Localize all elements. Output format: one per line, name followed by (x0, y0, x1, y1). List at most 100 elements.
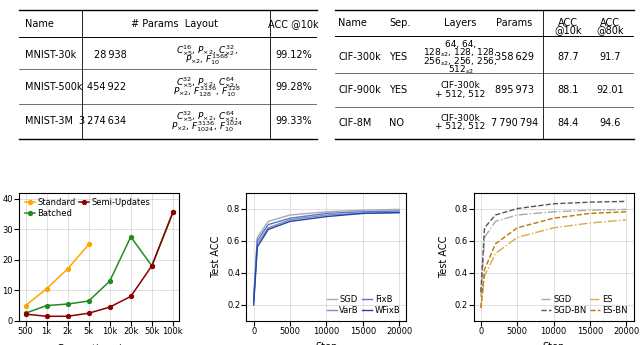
Standard (85, 243, 93, 247)
VarB (286, 218, 294, 222)
Text: NO: NO (389, 118, 404, 128)
FixB (253, 239, 261, 243)
Text: CIF-300k: CIF-300k (339, 52, 381, 62)
Text: ACC @10k: ACC @10k (268, 19, 319, 29)
Line: ES: ES (481, 220, 627, 308)
Text: 64, 64,: 64, 64, (445, 40, 476, 49)
VarB (264, 226, 272, 230)
Text: $P_{\times 2}$, $F^{1568}_{10}$: $P_{\times 2}$, $F^{1568}_{10}$ (185, 52, 229, 67)
VarB (253, 242, 261, 246)
Text: $C^{16}_{\times 5}$, $P_{\times 2}$, $C^{32}_{\times 2}$,: $C^{16}_{\times 5}$, $P_{\times 2}$, $C^… (176, 43, 238, 58)
Line: Standard: Standard (24, 243, 91, 307)
X-axis label: Step: Step (543, 342, 564, 345)
Semi-Updates (64, 314, 72, 318)
Text: @10k: @10k (554, 25, 582, 35)
Text: 92.01: 92.01 (596, 85, 623, 95)
SGD (323, 210, 330, 214)
Text: 28 938: 28 938 (94, 50, 127, 60)
Batched (169, 210, 177, 215)
ES-BN (623, 210, 630, 214)
VarB (323, 213, 330, 217)
Text: + 512, 512: + 512, 512 (435, 122, 486, 131)
SGD (359, 208, 367, 212)
ES-BN (477, 306, 484, 310)
Semi-Updates (85, 311, 93, 315)
Standard (64, 267, 72, 271)
VarB (359, 211, 367, 216)
Text: Name: Name (339, 18, 367, 28)
Text: Sep.: Sep. (389, 18, 410, 28)
Text: MNIST-3M: MNIST-3M (25, 116, 73, 126)
Text: ACC: ACC (558, 18, 578, 28)
WFixB (396, 210, 403, 215)
WFixB (253, 245, 261, 249)
Text: $128_{s2}$, 128, 128,: $128_{s2}$, 128, 128, (424, 47, 498, 59)
SGD (623, 207, 630, 211)
SGD-BN (477, 290, 484, 294)
Semi-Updates (148, 264, 156, 268)
SGD-BN (586, 200, 594, 204)
Text: + 512, 512: + 512, 512 (435, 90, 486, 99)
Line: VarB: VarB (253, 213, 399, 300)
Text: Params: Params (496, 18, 532, 28)
Line: FixB: FixB (253, 211, 399, 302)
SGD (477, 295, 484, 299)
FixB (359, 210, 367, 214)
Legend: SGD, SGD-BN, ES, ES-BN: SGD, SGD-BN, ES, ES-BN (539, 294, 629, 317)
Text: CIF-300k: CIF-300k (441, 114, 481, 123)
SGD-BN (481, 226, 488, 230)
WFixB (250, 303, 257, 307)
Line: WFixB: WFixB (253, 213, 399, 305)
SGD (481, 235, 488, 239)
SGD (286, 213, 294, 217)
Batched (148, 264, 156, 268)
Text: MNIST-30k: MNIST-30k (25, 50, 76, 60)
Semi-Updates (22, 312, 29, 316)
Text: 895 973: 895 973 (495, 85, 534, 95)
Semi-Updates (106, 305, 113, 309)
ES-BN (550, 216, 557, 220)
X-axis label: Step: Step (316, 342, 337, 345)
WFixB (359, 211, 367, 216)
Y-axis label: Test ACC: Test ACC (438, 236, 449, 278)
Text: 88.1: 88.1 (557, 85, 579, 95)
Text: 84.4: 84.4 (557, 118, 579, 128)
Line: SGD: SGD (253, 209, 399, 297)
Semi-Updates (169, 210, 177, 215)
Text: 94.6: 94.6 (599, 118, 620, 128)
ES (623, 218, 630, 222)
Text: Name: Name (25, 19, 54, 29)
ES (586, 221, 594, 225)
Text: $C^{32}_{\times 5}$, $P_{\times 2}$, $C^{64}_{\times 2}$,: $C^{32}_{\times 5}$, $P_{\times 2}$, $C^… (176, 75, 238, 90)
Text: ACC: ACC (600, 18, 620, 28)
FixB (250, 299, 257, 304)
Text: @80k: @80k (596, 25, 623, 35)
ES-BN (492, 242, 499, 246)
Text: 454 922: 454 922 (88, 82, 127, 92)
Line: SGD: SGD (481, 209, 627, 297)
ES-BN (481, 267, 488, 272)
SGD (550, 210, 557, 214)
SGD (396, 207, 403, 211)
FixB (396, 209, 403, 213)
SGD-BN (492, 213, 499, 217)
ES (550, 226, 557, 230)
Line: Batched: Batched (24, 210, 175, 315)
ES (492, 252, 499, 256)
Semi-Updates (127, 294, 134, 298)
Text: CIF-300k: CIF-300k (441, 81, 481, 90)
Batched (64, 302, 72, 306)
ES (513, 235, 521, 239)
Text: CIF-900k: CIF-900k (339, 85, 381, 95)
SGD (513, 213, 521, 217)
FixB (264, 223, 272, 227)
Text: MNIST-500k: MNIST-500k (25, 82, 83, 92)
Line: SGD-BN: SGD-BN (481, 201, 627, 292)
Legend: Standard, Batched, Semi-Updates: Standard, Batched, Semi-Updates (24, 197, 152, 220)
FixB (323, 211, 330, 216)
SGD (253, 235, 261, 239)
Text: 99.12%: 99.12% (275, 50, 312, 60)
Text: 99.33%: 99.33% (275, 116, 312, 126)
SGD-BN (550, 202, 557, 206)
WFixB (264, 227, 272, 231)
